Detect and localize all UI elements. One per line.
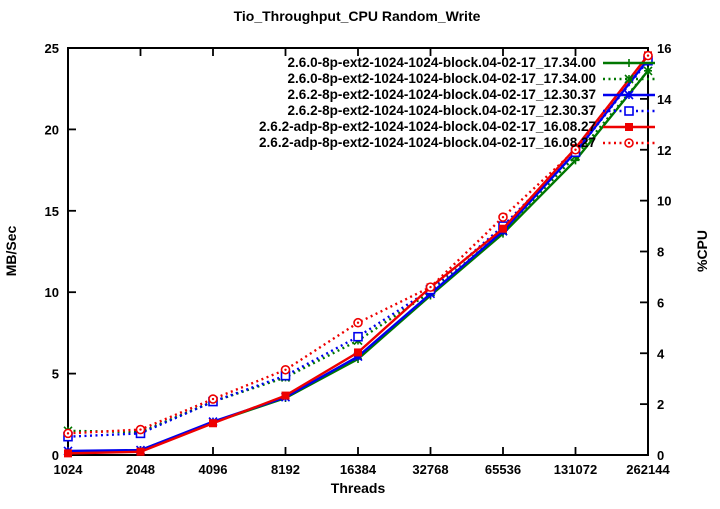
legend-marker-dot: [627, 141, 631, 145]
x-tick-label: 32768: [412, 462, 448, 477]
series-5-marker-dot: [66, 432, 70, 435]
series-2-marker: [353, 351, 363, 362]
legend-label: 2.6.2-adp-8p-ext2-1024-1024-block.04-02-…: [259, 119, 596, 134]
x-axis-label: Threads: [331, 480, 386, 496]
series-5-marker-dot: [211, 397, 215, 401]
left-tick-label: 20: [45, 122, 59, 137]
x-tick-label: 1024: [54, 462, 84, 477]
right-tick-label: 16: [657, 41, 671, 56]
series-5-marker-dot: [646, 54, 650, 57]
x-tick-label: 262144: [626, 462, 670, 477]
y-axis-label-right: %CPU: [694, 230, 710, 272]
series-5-marker-dot: [139, 428, 142, 431]
legend-label: 2.6.2-8p-ext2-1024-1024-block.04-02-17_1…: [288, 103, 596, 118]
x-tick-label: 131072: [554, 462, 597, 477]
legend-marker: [625, 59, 633, 67]
series-4-marker: [64, 449, 72, 458]
x-tick-label: 4096: [199, 462, 228, 477]
y-axis-label-left: MB/Sec: [3, 226, 19, 277]
left-tick-label: 10: [45, 285, 59, 300]
x-tick-label: 16384: [340, 462, 377, 477]
right-tick-label: 2: [657, 397, 664, 412]
series-4-marker: [499, 224, 507, 233]
legend-label: 2.6.2-adp-8p-ext2-1024-1024-block.04-02-…: [259, 135, 596, 150]
left-tick-label: 5: [52, 367, 59, 382]
left-tick-label: 25: [45, 41, 59, 56]
series-5-marker-dot: [429, 285, 432, 289]
series-1-marker: [643, 66, 653, 76]
right-tick-label: 10: [657, 194, 671, 209]
right-tick-label: 6: [657, 295, 664, 310]
legend-label: 2.6.2-8p-ext2-1024-1024-block.04-02-17_1…: [288, 87, 596, 102]
series-3-marker: [353, 331, 363, 342]
right-tick-label: 12: [657, 143, 671, 158]
right-tick-label: 0: [657, 448, 664, 463]
series-5-marker-dot: [284, 368, 287, 371]
series-4-marker: [354, 348, 362, 357]
series-4-marker: [136, 447, 145, 456]
right-tick-label: 8: [657, 245, 664, 260]
series-4-marker: [281, 391, 290, 400]
chart-title: Tio_Throughput_CPU Random_Write: [234, 8, 481, 24]
legend-label: 2.6.0-8p-ext2-1024-1024-block.04-02-17_1…: [288, 71, 596, 86]
x-tick-label: 8192: [271, 462, 300, 477]
series-line-3: [67, 59, 649, 438]
legend-marker: [625, 123, 633, 131]
left-tick-label: 0: [52, 448, 59, 463]
series-4-marker: [209, 419, 217, 428]
right-tick-label: 4: [657, 346, 665, 361]
x-tick-label: 2048: [126, 462, 155, 477]
legend-label: 2.6.0-8p-ext2-1024-1024-block.04-02-17_1…: [288, 55, 596, 70]
right-tick-label: 14: [657, 92, 672, 107]
plot-generated-content: 0 5 10 15 20 25 0 2 4 6 8 10 12 14 16 1024 2048 4096 8192 1…: [45, 41, 673, 477]
legend-marker: [624, 106, 634, 116]
legend-marker: [624, 74, 634, 84]
series-5-marker-dot: [356, 321, 360, 324]
x-tick-label: 65536: [485, 462, 521, 477]
series-5-marker-dot: [501, 215, 505, 219]
series-5-marker-dot: [574, 148, 577, 151]
legend-marker: [624, 90, 634, 100]
left-tick-label: 15: [45, 204, 59, 219]
